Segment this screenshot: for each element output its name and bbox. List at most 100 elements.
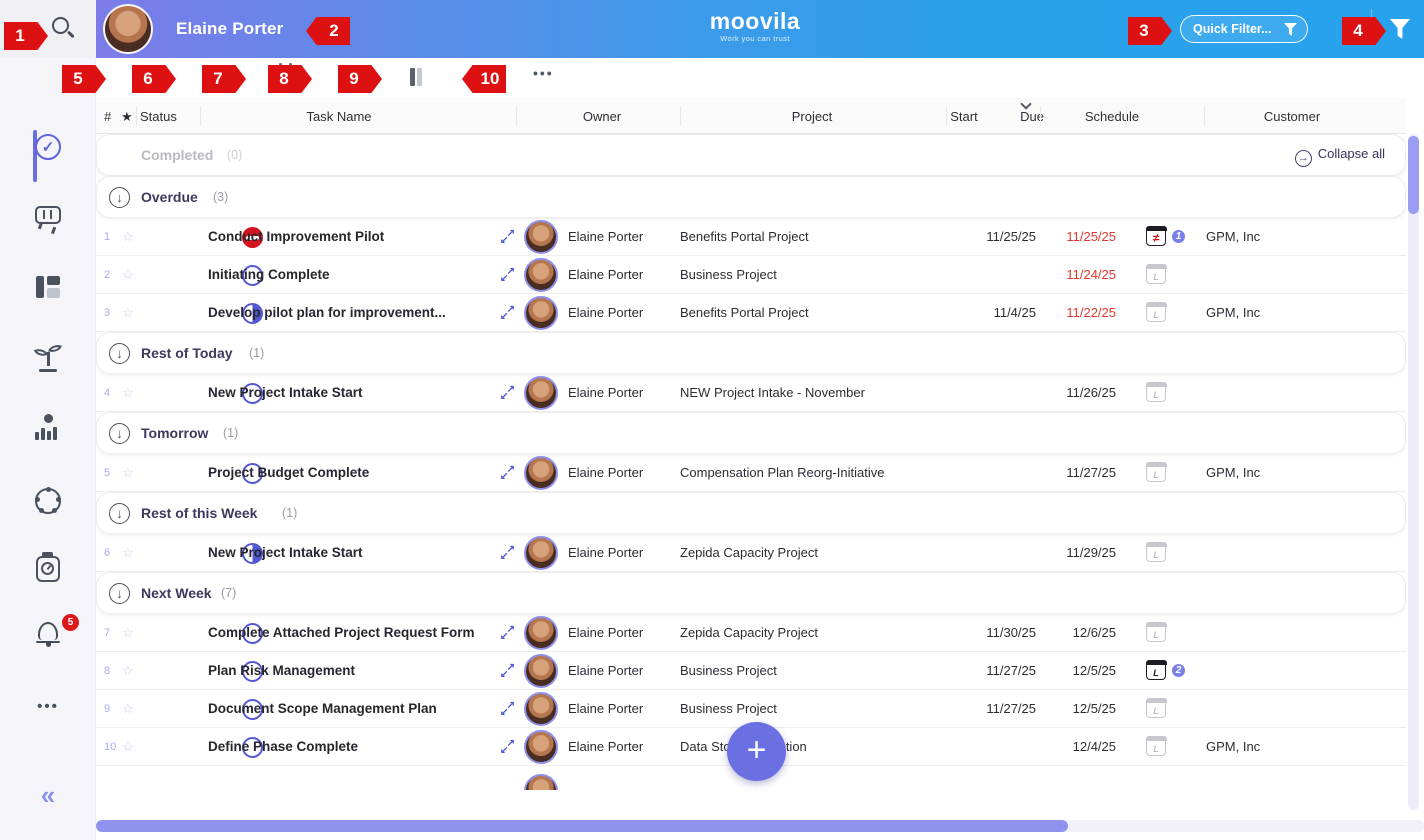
task-name[interactable]: Define Phase Complete bbox=[208, 739, 359, 754]
sidebar-collapse-button[interactable]: « bbox=[40, 780, 56, 810]
task-name[interactable]: Complete Attached Project Request Form bbox=[208, 625, 475, 640]
col-num[interactable]: # bbox=[104, 109, 112, 124]
quick-filter-input[interactable] bbox=[1193, 16, 1281, 41]
sort-indicator-icon[interactable] bbox=[1020, 98, 1032, 110]
task-name[interactable]: Plan Risk Management bbox=[208, 663, 356, 678]
col-schedule[interactable]: Schedule bbox=[1084, 109, 1140, 124]
expand-icon[interactable]: ↗ ↙ bbox=[500, 624, 515, 642]
section-rest-of-today[interactable]: ↓ Rest of Today (1) bbox=[96, 332, 1406, 374]
col-due[interactable]: Due bbox=[1020, 109, 1044, 124]
task-name[interactable]: Project Budget Complete bbox=[208, 465, 370, 480]
expand-icon[interactable]: ↗ ↙ bbox=[500, 384, 515, 402]
table-row[interactable]: 7 ☆ Complete Attached Project Request Fo… bbox=[96, 614, 1406, 652]
status-half-icon[interactable] bbox=[242, 543, 263, 564]
table-row[interactable]: 9 ☆ Document Scope Management Plan ↗ ↙ El… bbox=[96, 690, 1406, 728]
status-half-icon[interactable] bbox=[242, 303, 263, 324]
column-view-icon[interactable] bbox=[410, 68, 426, 86]
star-icon[interactable]: ☆ bbox=[122, 305, 134, 320]
status-open-icon[interactable] bbox=[242, 623, 263, 644]
task-name[interactable]: New Project Intake Start bbox=[208, 545, 363, 560]
table-row[interactable]: 3 ☆ Develop pilot plan for improvement..… bbox=[96, 294, 1406, 332]
star-icon[interactable]: ☆ bbox=[122, 701, 134, 716]
collapse-all-button[interactable]: → Collapse all bbox=[1294, 146, 1385, 167]
section-tomorrow[interactable]: ↓ Tomorrow (1) bbox=[96, 412, 1406, 454]
col-customer[interactable]: Customer bbox=[1263, 109, 1321, 124]
project-name[interactable]: Business Project bbox=[680, 663, 777, 678]
expand-icon[interactable]: ↗ ↙ bbox=[500, 304, 515, 322]
table-row[interactable]: 4 ☆ New Project Intake Start ↗ ↙ Elaine P… bbox=[96, 374, 1406, 412]
table-row[interactable]: 1 ☆ Conduct Improvement Pilot ↗ ↙ Elaine … bbox=[96, 218, 1406, 256]
status-open-icon[interactable] bbox=[242, 661, 263, 682]
status-open-icon[interactable] bbox=[242, 737, 263, 758]
task-name[interactable]: Develop pilot plan for improvement... bbox=[208, 305, 446, 320]
sidebar-item-board[interactable] bbox=[0, 206, 96, 229]
project-name[interactable]: Zepida Capacity Project bbox=[680, 545, 819, 560]
vertical-scrollbar[interactable] bbox=[1408, 134, 1419, 810]
expand-icon[interactable]: ↗ ↙ bbox=[500, 464, 515, 482]
star-icon[interactable]: ☆ bbox=[122, 229, 134, 244]
horizontal-scrollbar[interactable] bbox=[96, 820, 1424, 832]
expand-icon[interactable]: ↗ ↙ bbox=[500, 266, 515, 284]
schedule-cell[interactable]: L bbox=[1145, 697, 1167, 718]
project-name[interactable]: Business Project bbox=[680, 267, 777, 282]
schedule-cell[interactable]: L bbox=[1145, 541, 1167, 562]
schedule-cell[interactable]: ≠ 1 bbox=[1145, 225, 1187, 246]
more-views-icon[interactable]: ••• bbox=[533, 65, 554, 81]
project-name[interactable]: Business Project bbox=[680, 701, 777, 716]
sidebar-item-resources[interactable] bbox=[0, 414, 96, 445]
section-completed[interactable]: Completed (0) → Collapse all bbox=[96, 134, 1406, 176]
star-icon[interactable]: ☆ bbox=[122, 267, 134, 282]
table-row[interactable]: 5 ☆ Project Budget Complete ↗ ↙ Elaine Po… bbox=[96, 454, 1406, 492]
star-icon[interactable]: ☆ bbox=[122, 545, 134, 560]
section-overdue[interactable]: ↓ Overdue (3) bbox=[96, 176, 1406, 218]
expand-icon[interactable]: ↗ ↙ bbox=[500, 544, 515, 562]
task-name[interactable]: New Project Intake Start bbox=[208, 385, 363, 400]
schedule-cell[interactable]: L bbox=[1145, 263, 1167, 284]
schedule-cell[interactable]: L bbox=[1145, 621, 1167, 642]
user-avatar[interactable] bbox=[103, 4, 153, 54]
status-open-icon[interactable] bbox=[242, 383, 263, 404]
star-icon[interactable]: ☆ bbox=[122, 465, 134, 480]
sidebar-item-tasks[interactable]: ✓ bbox=[0, 134, 96, 160]
arrow-down-circle-icon[interactable]: ↓ bbox=[109, 583, 130, 604]
arrow-down-circle-icon[interactable]: ↓ bbox=[109, 187, 130, 208]
sidebar-item-more[interactable]: ••• bbox=[37, 698, 59, 715]
expand-icon[interactable]: ↗ ↙ bbox=[500, 662, 515, 680]
col-status[interactable]: Status bbox=[140, 109, 177, 124]
schedule-cell[interactable]: L bbox=[1145, 301, 1167, 322]
project-name[interactable]: Zepida Capacity Project bbox=[680, 625, 819, 640]
star-icon[interactable]: ☆ bbox=[122, 739, 134, 754]
status-open-icon[interactable] bbox=[242, 699, 263, 720]
quick-filter[interactable] bbox=[1180, 15, 1308, 43]
status-open-icon[interactable] bbox=[242, 265, 263, 286]
star-icon[interactable]: ☆ bbox=[122, 625, 134, 640]
project-name[interactable]: Benefits Portal Project bbox=[680, 305, 809, 320]
project-name[interactable]: Compensation Plan Reorg-Initiative bbox=[680, 465, 885, 480]
arrow-down-circle-icon[interactable]: ↓ bbox=[109, 343, 130, 364]
sidebar-item-network[interactable] bbox=[0, 487, 96, 519]
col-project[interactable]: Project bbox=[791, 109, 833, 124]
sidebar-item-growth[interactable] bbox=[0, 342, 96, 377]
star-icon[interactable]: ☆ bbox=[122, 385, 134, 400]
schedule-cell[interactable]: L bbox=[1145, 461, 1167, 482]
col-start[interactable]: Start bbox=[950, 109, 978, 124]
schedule-cell[interactable]: L bbox=[1145, 735, 1167, 756]
expand-icon[interactable]: ↗ ↙ bbox=[500, 738, 515, 756]
table-row[interactable]: 6 ☆ New Project Intake Start ↗ ↙ Elaine P… bbox=[96, 534, 1406, 572]
add-task-button[interactable]: + bbox=[727, 722, 786, 781]
expand-icon[interactable]: ↗ ↙ bbox=[500, 228, 515, 246]
sidebar-item-time[interactable] bbox=[0, 552, 96, 587]
table-row[interactable]: 8 ☆ Plan Risk Management ↗ ↙ Elaine Porte… bbox=[96, 652, 1406, 690]
expand-icon[interactable]: ↗ ↙ bbox=[500, 700, 515, 718]
horizontal-scrollbar-thumb[interactable] bbox=[96, 820, 1068, 832]
col-star[interactable]: ★ bbox=[121, 109, 133, 124]
task-name[interactable]: Document Scope Management Plan bbox=[208, 701, 437, 716]
col-task-name[interactable]: Task Name bbox=[306, 109, 372, 124]
schedule-cell[interactable]: L bbox=[1145, 381, 1167, 402]
project-name[interactable]: Benefits Portal Project bbox=[680, 229, 809, 244]
arrow-down-circle-icon[interactable]: ↓ bbox=[109, 423, 130, 444]
arrow-down-circle-icon[interactable]: ↓ bbox=[109, 503, 130, 524]
status-blocked-icon[interactable] bbox=[242, 227, 263, 248]
star-icon[interactable]: ☆ bbox=[122, 663, 134, 678]
